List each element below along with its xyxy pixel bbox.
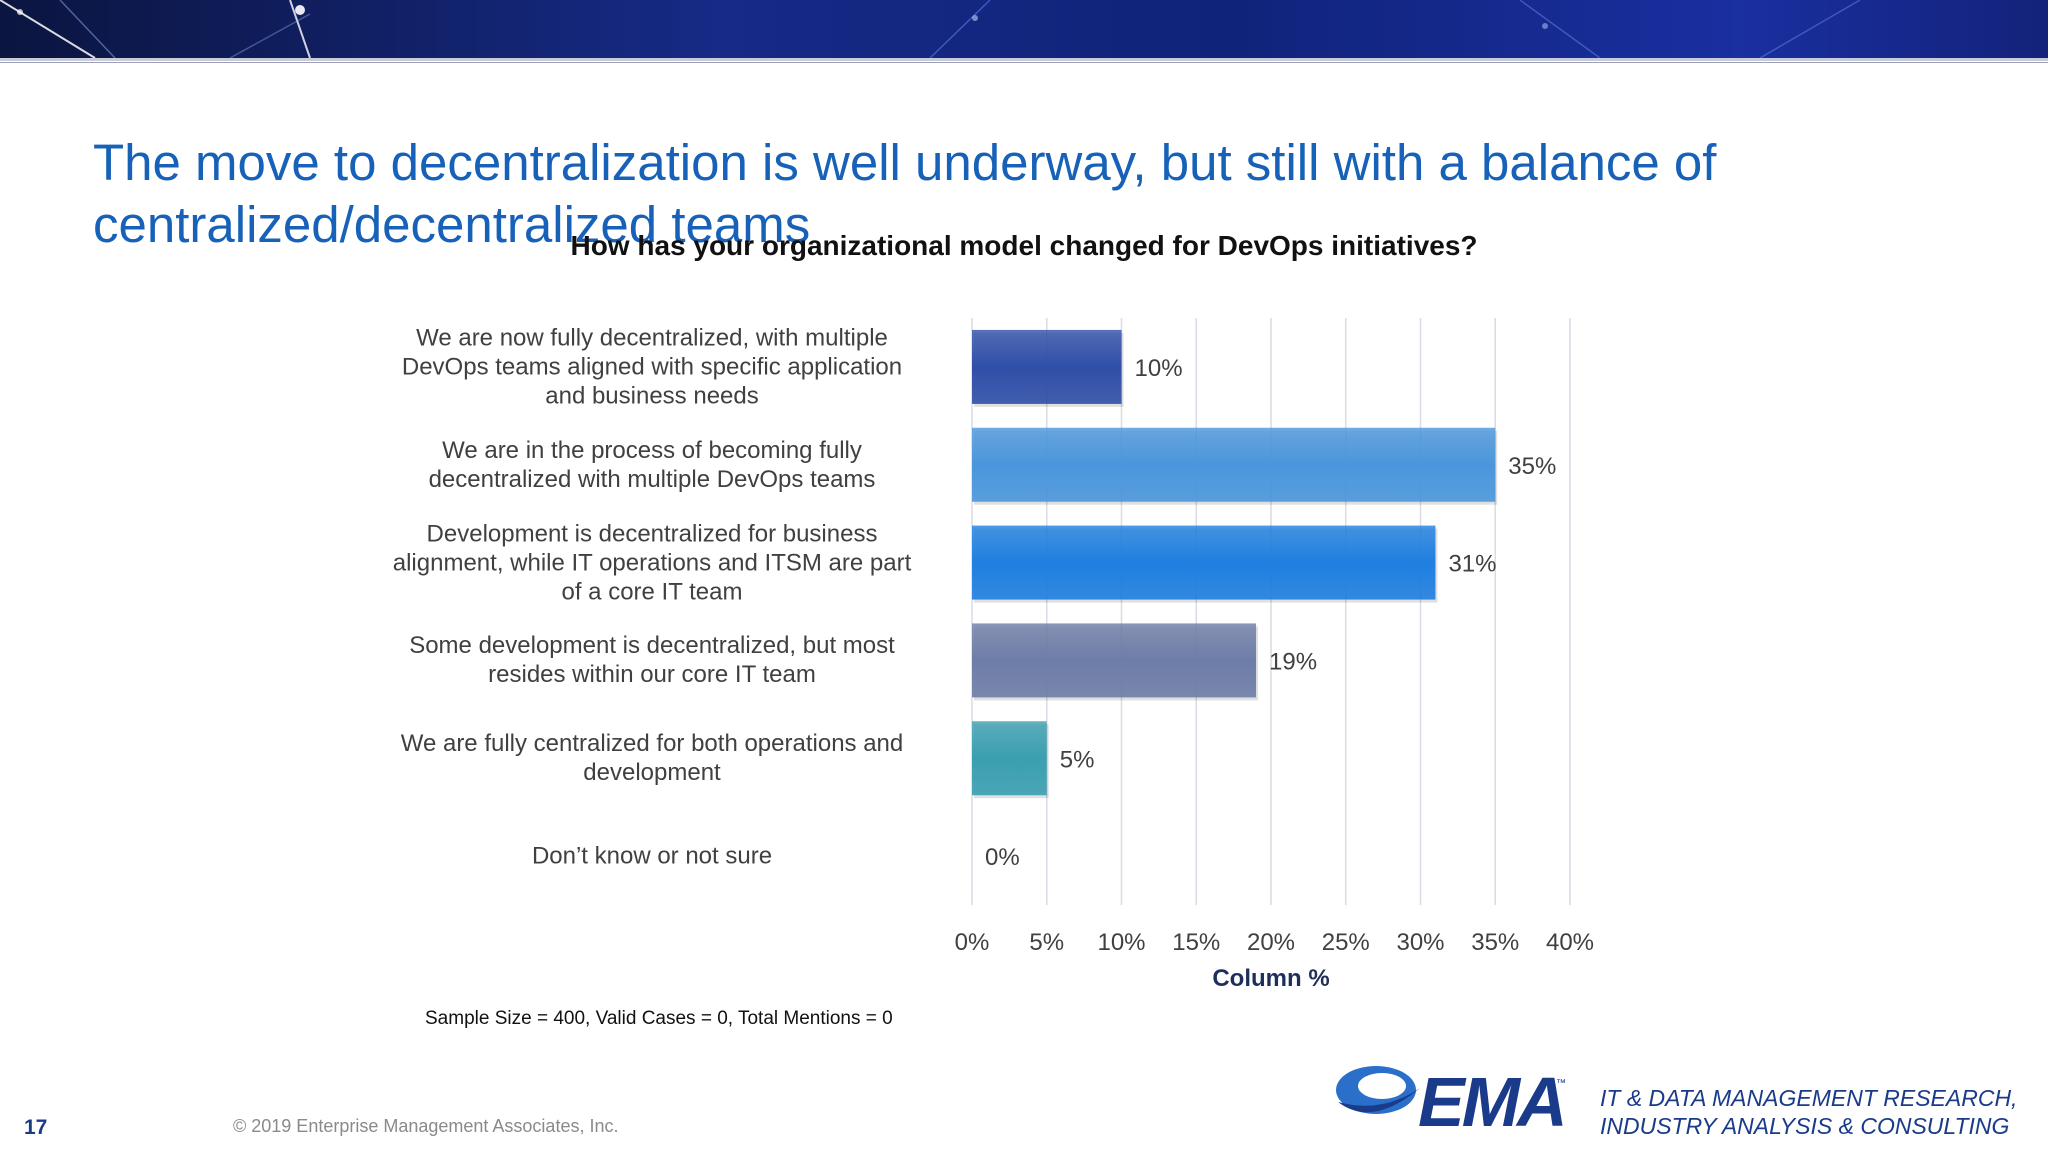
x-tick-label: 30%	[1396, 929, 1444, 956]
category-label: Some development is decentralized, but m…	[352, 631, 952, 689]
bar-chart: 0% 5% 10% 15% 20% 25% 30% 35% 40% Column % 10% 35% 3…	[955, 318, 1594, 992]
bar	[972, 623, 1257, 698]
category-label: We are now fully decentralized, with mul…	[352, 323, 952, 410]
tagline-line-2: INDUSTRY ANALYSIS & CONSULTING	[1600, 1113, 2010, 1139]
slide-title: The move to decentralization is well und…	[93, 134, 1717, 254]
data-label: 10%	[1135, 355, 1183, 382]
data-label: 19%	[1269, 648, 1317, 675]
sample-size-note: Sample Size = 400, Valid Cases = 0, Tota…	[425, 1008, 893, 1029]
category-label: We are fully centralized for both operat…	[352, 729, 952, 787]
category-label-line: development	[583, 759, 721, 787]
category-label-line: We are now fully decentralized, with mul…	[416, 324, 888, 352]
category-label-line: Development is decentralized for busines…	[426, 520, 878, 548]
category-label-line: resides within our core IT team	[488, 661, 816, 689]
header-banner	[0, 0, 2048, 58]
category-label: Don’t know or not sure	[352, 842, 952, 871]
category-label-line: decentralized with multiple DevOps teams	[428, 465, 876, 493]
banner-divider-thin	[0, 62, 2048, 63]
bar	[972, 329, 1122, 404]
company-tagline: IT & DATA MANAGEMENT RESEARCH, INDUSTRY …	[1600, 1084, 2017, 1140]
bar	[972, 525, 1436, 600]
banner-divider	[0, 58, 2048, 61]
category-label-line: Some development is decentralized, but m…	[409, 632, 895, 660]
page-number: 17	[24, 1116, 48, 1139]
x-tick-label: 15%	[1172, 929, 1220, 956]
logo-trademark: ™	[1556, 1078, 1566, 1089]
x-tick-label: 35%	[1471, 929, 1519, 956]
bar	[972, 721, 1047, 796]
tagline-line-1: IT & DATA MANAGEMENT RESEARCH,	[1600, 1085, 2018, 1111]
bar	[972, 427, 1496, 502]
category-label-line: of a core IT team	[561, 578, 743, 606]
category-label-line: We are fully centralized for both operat…	[400, 730, 904, 758]
ema-swoosh-logo-icon	[1336, 1066, 1420, 1114]
category-label-line: We are in the process of becoming fully	[442, 436, 862, 464]
copyright-text: © 2019 Enterprise Management Associates,…	[233, 1116, 619, 1136]
category-label-line: Don’t know or not sure	[531, 842, 773, 870]
x-tick-label: 10%	[1097, 929, 1145, 956]
x-tick-label: 5%	[1029, 929, 1064, 956]
data-label: 0%	[985, 844, 1020, 871]
x-tick-label: 20%	[1247, 929, 1295, 956]
category-label-line: and business needs	[545, 382, 759, 410]
data-label: 35%	[1508, 453, 1556, 480]
chart-title: How has your organizational model change…	[570, 230, 1478, 261]
data-label: 31%	[1448, 551, 1496, 578]
category-label-line: DevOps teams aligned with specific appli…	[401, 353, 903, 381]
network-decoration-icon	[0, 0, 1861, 58]
category-label: We are in the process of becoming fully d…	[352, 436, 952, 494]
data-label: 5%	[1060, 746, 1095, 773]
category-label-line: alignment, while IT operations and ITSM …	[392, 549, 912, 577]
x-tick-label: 0%	[955, 929, 990, 956]
category-label: Development is decentralized for busines…	[352, 519, 952, 606]
x-tick-label: 40%	[1546, 929, 1594, 956]
x-tick-label: 25%	[1322, 929, 1370, 956]
ema-logo-text: EMA	[1418, 1063, 1568, 1141]
x-axis-label: Column %	[1212, 965, 1329, 992]
